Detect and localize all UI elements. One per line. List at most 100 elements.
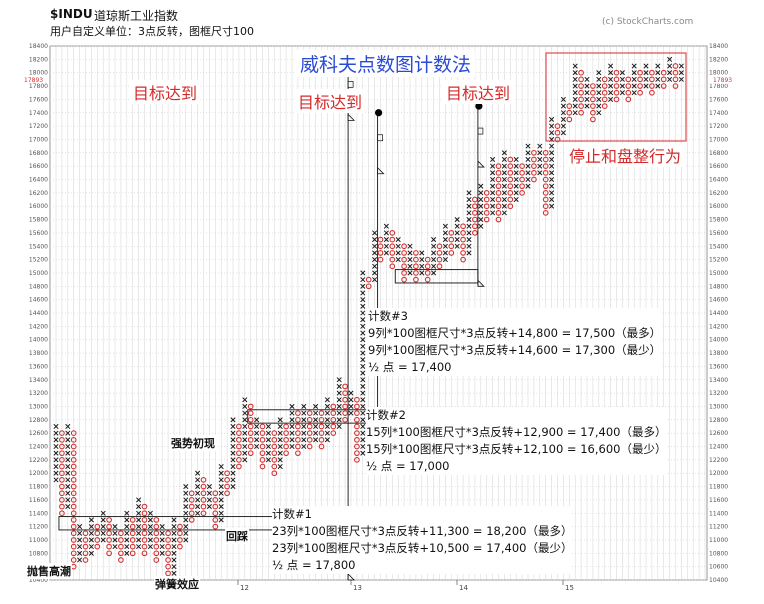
o-box: [82, 537, 89, 543]
o-box: [200, 477, 207, 483]
x-box: [501, 176, 507, 183]
x-box: [490, 210, 496, 216]
x-box: [372, 230, 378, 236]
o-box: [295, 430, 301, 437]
o-box: [613, 76, 620, 83]
x-box: [206, 483, 212, 490]
o-box: [212, 497, 219, 503]
x-box: [348, 410, 354, 416]
x-box: [584, 96, 590, 102]
x-box: [136, 544, 142, 550]
o-box: [59, 450, 65, 457]
x-box: [88, 550, 94, 556]
o-box: [247, 443, 254, 450]
target-marker: [475, 102, 483, 110]
x-box: [77, 524, 83, 530]
o-box: [578, 83, 584, 89]
o-box: [153, 530, 160, 537]
o-box: [613, 69, 620, 76]
y-tick-label-right: 11200: [709, 524, 728, 531]
y-tick-label-left: 14600: [29, 297, 48, 304]
x-box: [336, 383, 342, 389]
x-box: [230, 477, 236, 483]
y-tick-label-right: 17800: [709, 83, 728, 90]
x-box: [313, 403, 319, 410]
o-box: [460, 223, 466, 230]
o-box: [542, 196, 549, 203]
count-1-line3: ½ 点 = 17,800: [272, 558, 356, 572]
o-box: [188, 517, 195, 523]
o-box: [306, 410, 313, 416]
x-box: [183, 490, 189, 496]
y-tick-label-right: 14200: [709, 323, 728, 330]
o-box: [295, 410, 301, 416]
o-box: [483, 196, 490, 203]
x-box: [419, 270, 425, 276]
x-box: [53, 470, 59, 476]
y-tick-label-left: 12200: [29, 457, 48, 464]
o-box: [70, 490, 77, 497]
y-tick-label-right: 16400: [709, 177, 728, 184]
o-box: [70, 517, 77, 523]
o-box: [141, 537, 148, 543]
o-box: [354, 450, 360, 457]
o-box: [153, 550, 160, 557]
x-box: [537, 156, 543, 163]
o-box: [212, 517, 219, 523]
x-box: [619, 76, 625, 82]
x-box: [301, 430, 307, 436]
o-box: [342, 383, 348, 390]
target-label-1: 目标达到: [130, 80, 201, 104]
x-box: [466, 216, 472, 223]
o-box: [354, 396, 360, 403]
o-box: [247, 430, 254, 437]
x-box: [348, 390, 354, 396]
o-box: [613, 83, 620, 89]
x-box: [230, 470, 236, 476]
o-box: [165, 530, 171, 537]
x-box: [407, 243, 413, 249]
x-box: [147, 530, 153, 536]
o-box: [377, 236, 384, 243]
o-box: [295, 416, 301, 423]
o-box: [460, 236, 466, 243]
o-box: [118, 537, 124, 543]
x-box: [596, 76, 602, 82]
x-box: [608, 70, 614, 76]
o-box: [106, 537, 112, 543]
o-box: [472, 196, 478, 203]
x-box: [336, 403, 342, 410]
o-box: [342, 416, 348, 423]
x-box: [242, 403, 248, 410]
x-box: [667, 56, 673, 62]
o-box: [59, 443, 65, 450]
x-box: [466, 230, 472, 236]
x-box: [159, 530, 165, 536]
x-box: [159, 524, 165, 530]
o-box: [165, 563, 171, 570]
o-box: [590, 109, 596, 116]
count-3-line2: 9列*100图框尺寸*3点反转+14,600 = 17,300（最少）: [368, 343, 662, 357]
x-box: [454, 223, 460, 229]
o-box: [247, 423, 254, 430]
x-box: [513, 196, 519, 203]
count-3-line3: ½ 点 = 17,400: [368, 360, 452, 374]
o-box: [436, 263, 443, 270]
x-box: [195, 510, 201, 516]
x-box: [171, 537, 177, 543]
x-box: [53, 437, 59, 443]
o-box: [389, 243, 396, 250]
x-box: [501, 163, 507, 169]
x-box: [301, 417, 307, 423]
x-box: [419, 263, 425, 269]
y-tick-label-left: 10400: [29, 577, 48, 584]
x-box: [289, 410, 295, 416]
o-box: [578, 89, 584, 96]
count-2-note: 计数#2 15列*100图框尺寸*3点反转+12,900 = 17,400（最多…: [366, 407, 667, 475]
o-box: [342, 390, 348, 396]
o-box: [200, 510, 207, 517]
o-box: [318, 410, 325, 416]
x-box: [407, 263, 413, 269]
x-box: [100, 530, 106, 536]
o-box: [70, 483, 77, 490]
